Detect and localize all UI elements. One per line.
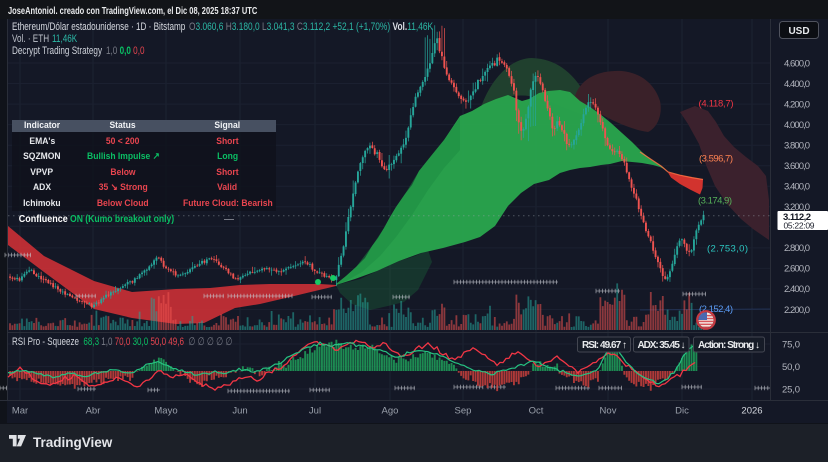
svg-text:3.600,0: 3.600,0 bbox=[784, 161, 810, 172]
svg-text:3.112,2: 3.112,2 bbox=[783, 212, 811, 223]
svg-text:4.400,0: 4.400,0 bbox=[784, 79, 810, 90]
svg-text:3.200,0: 3.200,0 bbox=[784, 202, 810, 213]
svg-text:(3.174,9): (3.174,9) bbox=[698, 196, 732, 207]
svg-text:25,0: 25,0 bbox=[782, 384, 800, 395]
svg-text:2026: 2026 bbox=[741, 406, 762, 417]
svg-text:2.800,0: 2.800,0 bbox=[784, 243, 810, 254]
svg-text:Dic: Dic bbox=[675, 406, 689, 417]
svg-text:4.200,0: 4.200,0 bbox=[784, 99, 810, 110]
svg-text:(3.596,7): (3.596,7) bbox=[699, 154, 733, 165]
svg-text:Abr: Abr bbox=[86, 406, 101, 417]
svg-text:(4.118,7): (4.118,7) bbox=[699, 98, 734, 109]
svg-text:4.000,0: 4.000,0 bbox=[784, 120, 810, 131]
svg-text:Jun: Jun bbox=[232, 406, 247, 417]
svg-text:Jul: Jul bbox=[309, 406, 321, 417]
svg-text:(2.753,0): (2.753,0) bbox=[707, 243, 748, 254]
svg-text:50,0: 50,0 bbox=[782, 362, 800, 373]
svg-text:Sep: Sep bbox=[455, 406, 472, 417]
svg-text:2.400,0: 2.400,0 bbox=[784, 284, 810, 295]
svg-text:2.600,0: 2.600,0 bbox=[784, 264, 810, 275]
svg-text:Mar: Mar bbox=[12, 406, 28, 417]
svg-text:Mayo: Mayo bbox=[154, 406, 177, 417]
svg-text:RSI: 49.67 ↑: RSI: 49.67 ↑ bbox=[582, 340, 627, 351]
svg-text:Action: Strong ↓: Action: Strong ↓ bbox=[698, 340, 760, 351]
svg-text:75,0: 75,0 bbox=[782, 339, 800, 350]
svg-text:3.800,0: 3.800,0 bbox=[784, 141, 810, 152]
svg-text:Ago: Ago bbox=[382, 406, 399, 417]
svg-text:4.600,0: 4.600,0 bbox=[784, 58, 810, 69]
svg-text:05:22:09: 05:22:09 bbox=[784, 220, 815, 230]
svg-text:3.400,0: 3.400,0 bbox=[784, 182, 810, 193]
svg-text:ADX: 35.45 ↓: ADX: 35.45 ↓ bbox=[638, 340, 686, 351]
svg-text:USD: USD bbox=[788, 26, 809, 37]
svg-text:Nov: Nov bbox=[600, 406, 617, 417]
svg-text:2.200,0: 2.200,0 bbox=[784, 305, 810, 316]
svg-text:(2.152,4): (2.152,4) bbox=[699, 304, 733, 315]
svg-text:Oct: Oct bbox=[529, 406, 544, 417]
